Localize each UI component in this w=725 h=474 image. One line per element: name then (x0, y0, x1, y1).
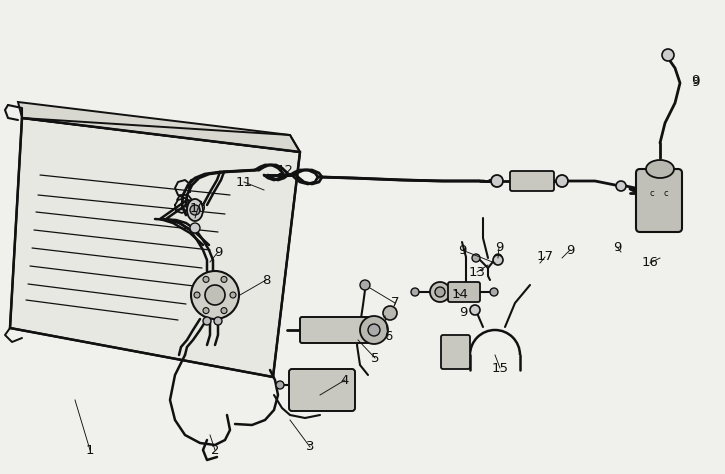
Text: 4: 4 (341, 374, 349, 386)
Circle shape (190, 205, 200, 215)
Text: 9: 9 (613, 240, 621, 254)
Text: 7: 7 (391, 297, 399, 310)
Circle shape (194, 292, 200, 298)
Circle shape (205, 285, 225, 305)
Text: 3: 3 (306, 440, 314, 454)
Text: 12: 12 (276, 164, 294, 176)
Circle shape (203, 317, 211, 325)
Text: 5: 5 (370, 352, 379, 365)
FancyBboxPatch shape (510, 171, 554, 191)
Circle shape (368, 324, 380, 336)
FancyBboxPatch shape (300, 317, 374, 343)
Text: c: c (650, 189, 654, 198)
Text: 8: 8 (262, 273, 270, 286)
Circle shape (214, 317, 222, 325)
Text: 1: 1 (86, 444, 94, 456)
Text: 16: 16 (642, 256, 658, 270)
Text: 2: 2 (211, 444, 219, 456)
Circle shape (190, 223, 200, 233)
Text: 15: 15 (492, 362, 508, 374)
Circle shape (230, 292, 236, 298)
Circle shape (491, 175, 503, 187)
Text: c: c (663, 189, 668, 198)
Circle shape (221, 276, 227, 283)
Circle shape (493, 255, 503, 265)
Circle shape (411, 288, 419, 296)
Circle shape (360, 280, 370, 290)
Circle shape (494, 254, 502, 262)
Circle shape (490, 288, 498, 296)
Circle shape (435, 287, 445, 297)
Ellipse shape (187, 199, 203, 221)
Text: 9: 9 (566, 244, 574, 256)
Ellipse shape (646, 160, 674, 178)
Text: 9: 9 (214, 246, 222, 258)
FancyBboxPatch shape (448, 282, 480, 302)
Text: 13: 13 (468, 265, 486, 279)
Text: 9: 9 (691, 75, 699, 89)
Text: 9: 9 (459, 307, 467, 319)
Text: 9: 9 (691, 73, 699, 86)
Text: 10: 10 (189, 201, 207, 215)
Text: 11: 11 (236, 175, 252, 189)
Polygon shape (18, 102, 300, 152)
Circle shape (383, 306, 397, 320)
Circle shape (203, 308, 209, 314)
Polygon shape (10, 118, 300, 377)
Circle shape (203, 276, 209, 283)
Circle shape (556, 175, 568, 187)
Circle shape (360, 316, 388, 344)
Circle shape (470, 305, 480, 315)
FancyBboxPatch shape (441, 335, 470, 369)
Circle shape (221, 308, 227, 314)
Circle shape (430, 282, 450, 302)
Text: 17: 17 (536, 250, 553, 264)
Circle shape (276, 381, 284, 389)
Circle shape (472, 254, 480, 262)
Text: 9: 9 (494, 240, 503, 254)
Text: 14: 14 (452, 289, 468, 301)
Text: 6: 6 (384, 329, 392, 343)
FancyBboxPatch shape (636, 169, 682, 232)
Text: 9: 9 (457, 244, 466, 256)
Circle shape (616, 181, 626, 191)
Circle shape (191, 271, 239, 319)
Circle shape (662, 49, 674, 61)
FancyBboxPatch shape (289, 369, 355, 411)
